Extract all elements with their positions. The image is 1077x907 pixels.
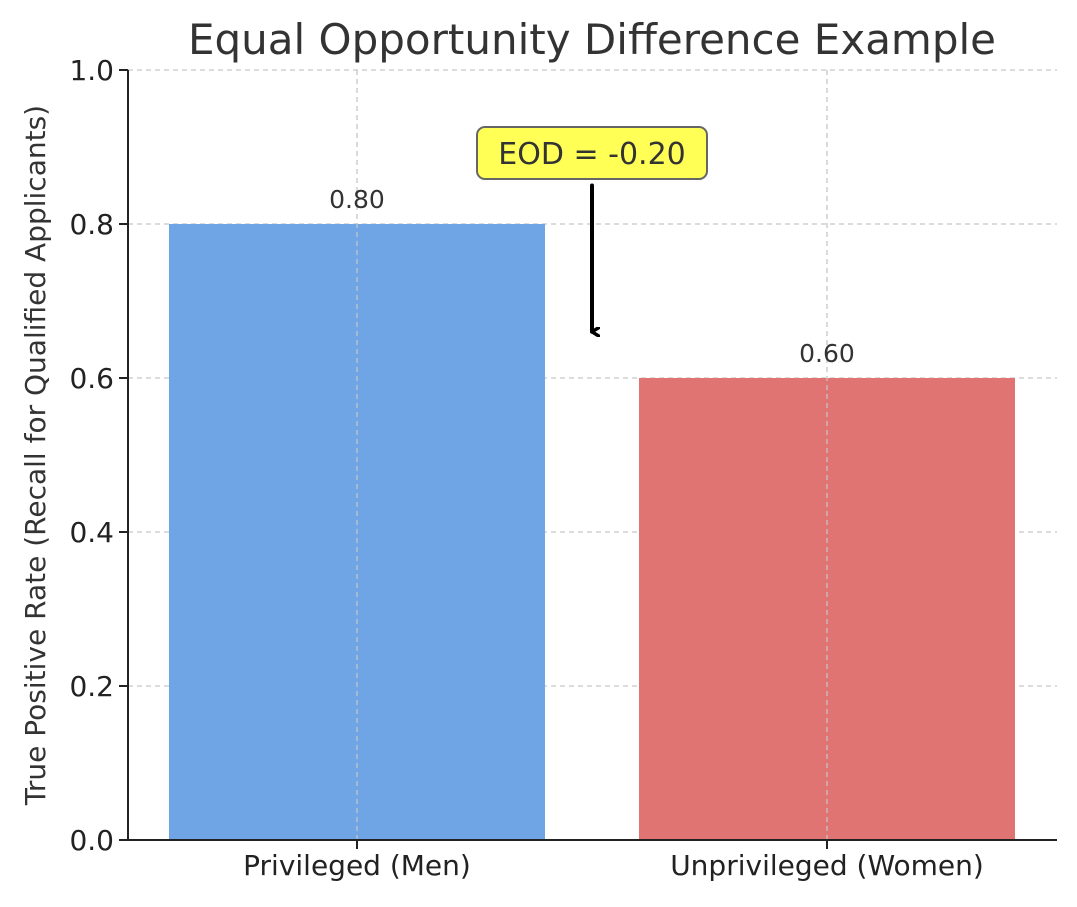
y-axis-label: True Positive Rate (Recall for Qualified… — [19, 105, 52, 806]
annotation-text: EOD = -0.20 — [498, 137, 686, 172]
annotation-box — [476, 126, 708, 180]
x-tick-label: Privileged (Men) — [243, 849, 471, 882]
y-tick-label: 0.0 — [69, 824, 114, 857]
labels: 0.0 0.2 0.4 0.6 0.8 1.0 Privileged (Men) Unpriv… — [69, 54, 983, 882]
bars — [169, 70, 1015, 840]
y-tick-label: 0.6 — [69, 362, 114, 395]
bar-value-label: 0.60 — [799, 339, 855, 368]
y-tick-label: 1.0 — [69, 54, 114, 87]
bar-value-label: 0.80 — [329, 185, 385, 214]
bar-unprivileged — [639, 378, 1015, 840]
chart-title: Equal Opportunity Difference Example — [188, 15, 996, 64]
y-tick-label: 0.2 — [69, 670, 114, 703]
x-tick-label: Unprivileged (Women) — [670, 849, 984, 882]
axes — [119, 69, 1057, 849]
y-tick-label: 0.8 — [69, 208, 114, 241]
y-tick-label: 0.4 — [69, 516, 114, 549]
annotation: EOD = -0.20 — [476, 126, 708, 332]
